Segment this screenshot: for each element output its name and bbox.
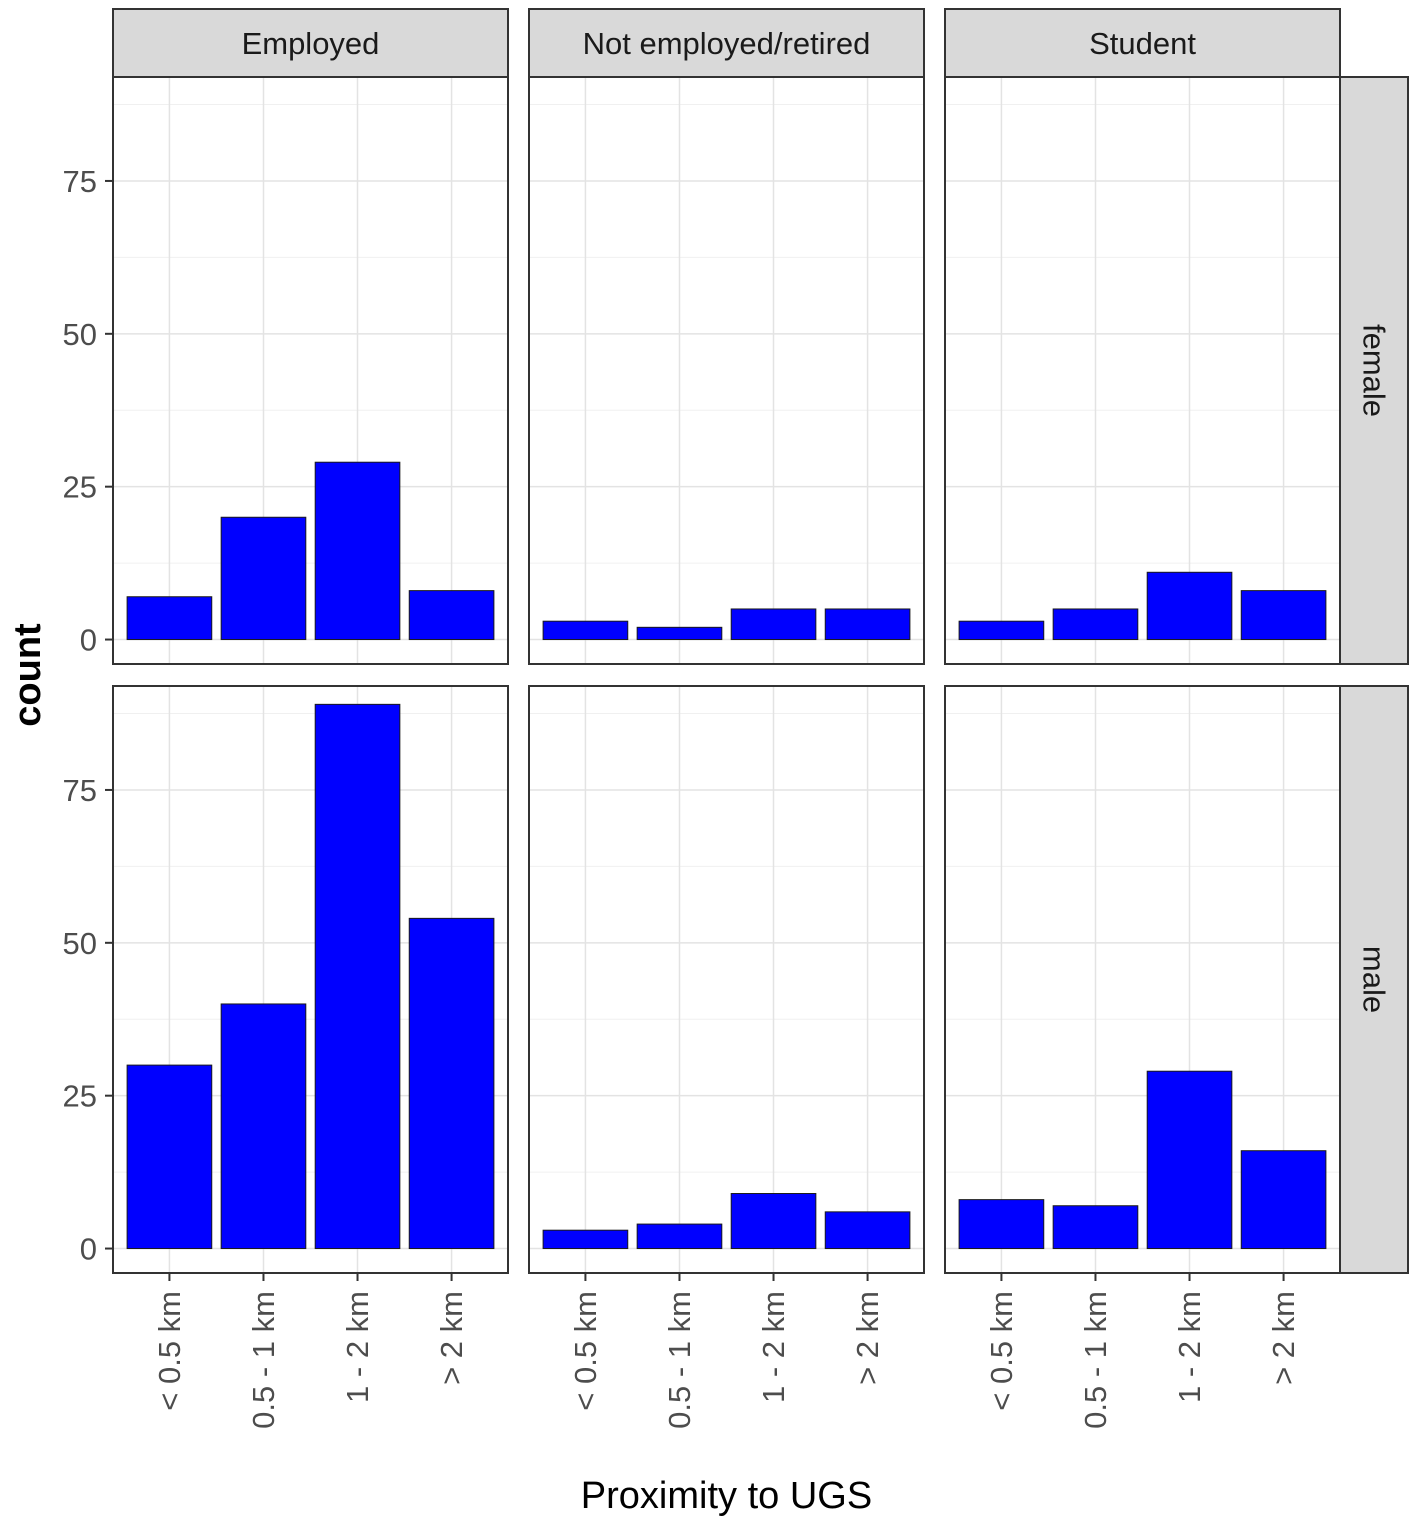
bar-not-employed-retired-male-0-5-km (542, 1229, 629, 1250)
bar-student-male-1-2-km (1146, 1070, 1233, 1250)
bar-employed-male-2-km (408, 917, 495, 1250)
x-tick-label: 0.5 - 1 km (1078, 1291, 1113, 1429)
panel-background-employed-female (113, 77, 508, 664)
panel-border-employed-male (112, 685, 509, 1274)
facet-strip-employed (112, 8, 509, 78)
bar-employed-female-0-5-km (126, 596, 213, 641)
facet-label-not-employed-retired: Not employed/retired (583, 26, 871, 61)
bar-student-female-2-km (1240, 590, 1327, 641)
facet-label-employed: Employed (242, 26, 380, 61)
y-tick-label: 0 (80, 623, 97, 658)
panel-border-not-employed-retired-male (528, 685, 925, 1274)
bar-student-female-1-2-km (1146, 571, 1233, 641)
bar-not-employed-retired-female-0-5-km (542, 620, 629, 641)
facet-strip-male (1339, 685, 1409, 1274)
facet-strip-student (944, 8, 1341, 78)
bar-employed-female-1-2-km (314, 461, 401, 641)
panel-border-student-male (944, 685, 1341, 1274)
bar-employed-female-2-km (408, 590, 495, 641)
bar-student-male-0-5-km (958, 1199, 1045, 1250)
y-tick-label: 25 (63, 1079, 97, 1114)
bar-not-employed-retired-male-0-5-1-km (636, 1223, 723, 1250)
facet-strip-not-employed-retired (528, 8, 925, 78)
y-axis-title: count (7, 623, 49, 727)
bar-employed-male-0-5-1-km (220, 1003, 307, 1250)
panel-background-not-employed-retired-female (529, 77, 924, 664)
y-tick-label: 75 (63, 773, 97, 808)
bar-student-female-0-5-km (958, 620, 1045, 641)
x-tick-label: 0.5 - 1 km (246, 1291, 281, 1429)
bar-not-employed-retired-male-2-km (824, 1211, 911, 1250)
bar-not-employed-retired-female-1-2-km (730, 608, 817, 641)
x-tick-label: < 0.5 km (568, 1291, 603, 1411)
facet-label-male: male (1357, 946, 1392, 1013)
bar-employed-male-0-5-km (126, 1064, 213, 1250)
x-tick-label: > 2 km (434, 1291, 469, 1385)
y-tick-label: 25 (63, 470, 97, 505)
facet-strip-female (1339, 76, 1409, 665)
x-tick-label: 1 - 2 km (1172, 1291, 1207, 1403)
y-tick-label: 0 (80, 1232, 97, 1267)
x-axis-title: Proximity to UGS (581, 1475, 872, 1517)
bar-student-male-0-5-1-km (1052, 1205, 1139, 1250)
panel-background-not-employed-retired-male (529, 686, 924, 1273)
y-tick-label: 50 (63, 317, 97, 352)
x-tick-label: > 2 km (1266, 1291, 1301, 1385)
bar-not-employed-retired-male-1-2-km (730, 1193, 817, 1250)
facet-label-student: Student (1089, 26, 1196, 61)
bar-student-male-2-km (1240, 1150, 1327, 1250)
panel-border-employed-female (112, 76, 509, 665)
y-tick-label: 75 (63, 164, 97, 199)
x-tick-label: 1 - 2 km (340, 1291, 375, 1403)
bar-employed-male-1-2-km (314, 703, 401, 1250)
facet-label-female: female (1357, 324, 1392, 417)
panel-border-not-employed-retired-female (528, 76, 925, 665)
panel-border-student-female (944, 76, 1341, 665)
x-tick-label: 1 - 2 km (756, 1291, 791, 1403)
bar-student-female-0-5-1-km (1052, 608, 1139, 641)
bar-employed-female-0-5-1-km (220, 516, 307, 641)
bar-not-employed-retired-female-2-km (824, 608, 911, 641)
x-tick-label: > 2 km (850, 1291, 885, 1385)
bar-not-employed-retired-female-0-5-1-km (636, 626, 723, 641)
x-tick-label: 0.5 - 1 km (662, 1291, 697, 1429)
y-tick-label: 50 (63, 926, 97, 961)
x-tick-label: < 0.5 km (984, 1291, 1019, 1411)
x-tick-label: < 0.5 km (152, 1291, 187, 1411)
panel-background-student-female (945, 77, 1340, 664)
